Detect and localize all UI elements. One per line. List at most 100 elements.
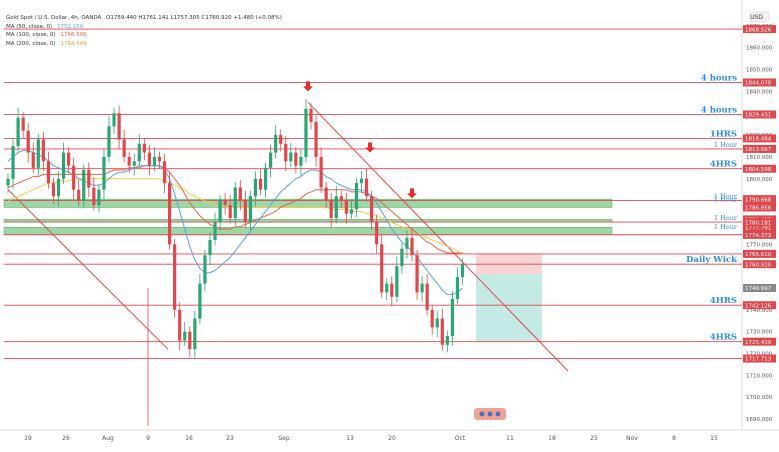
- candle-body: [339, 196, 343, 201]
- candle-body: [370, 196, 374, 223]
- cursor-price-tag-text: 1749.997: [745, 286, 772, 292]
- level-price-tag: 1725.439: [743, 337, 776, 346]
- candle-body: [203, 255, 207, 284]
- candle-body: [395, 266, 399, 297]
- time-tick-label: 15: [710, 435, 718, 442]
- candle-body: [208, 239, 212, 256]
- zone-bottom-price-tag: 1774.373: [743, 230, 776, 239]
- time-tick-label: Sep: [278, 435, 290, 442]
- ma100-label: MA (100, close, 0): [6, 32, 56, 39]
- zone-top-price-tag-text: 1790.668: [745, 197, 772, 203]
- time-axis[interactable]: 19 26 Aug 9 16 23 Sep 13 20 Oct 11 18 25 Nov 8 15: [24, 435, 718, 442]
- candle-body: [334, 196, 338, 219]
- candle-body: [36, 139, 40, 168]
- candle: [248, 190, 252, 231]
- ma100-row[interactable]: MA (100, close, 0) 1766.506: [6, 31, 282, 40]
- level-price-tag: 1804.598: [743, 164, 776, 173]
- replay-icon[interactable]: [474, 408, 506, 420]
- level-price-tag: 1818.484: [743, 134, 776, 143]
- candle: [375, 214, 379, 255]
- candle: [420, 275, 424, 303]
- level-annotation: 4 hours: [701, 73, 737, 83]
- level-price-tag: 1813.667: [743, 144, 776, 153]
- time-tick-label: 16: [185, 435, 193, 442]
- candle-body: [349, 209, 353, 214]
- candle: [269, 144, 273, 178]
- candle-body: [188, 331, 192, 350]
- candle: [370, 190, 374, 231]
- level-price-tag-text: 1742.126: [745, 303, 772, 309]
- candle: [218, 195, 222, 231]
- candles-layer: [6, 99, 465, 426]
- candle-body: [142, 143, 146, 153]
- candle-body: [324, 187, 328, 201]
- candle: [157, 151, 162, 169]
- candle-body: [410, 237, 414, 256]
- price-tick-label: 1730.000: [746, 330, 773, 336]
- candle-body: [314, 121, 318, 157]
- candle: [152, 147, 157, 172]
- zone-top-price-tag-bg: [743, 223, 776, 232]
- candle-body: [122, 139, 126, 157]
- candle: [395, 256, 399, 303]
- price-tick-label: 1800.000: [746, 177, 773, 183]
- candle-body: [152, 156, 157, 166]
- candle: [188, 326, 192, 357]
- candle-body: [258, 178, 263, 190]
- ohlc-values: O1759.440 H1761.141 L1757.305 C1760.920 …: [106, 15, 282, 21]
- candle-body: [430, 309, 434, 328]
- candle: [455, 267, 460, 305]
- ma50-row[interactable]: MA (50, close, 0) 1752.150: [6, 23, 282, 32]
- level-price-tag-text: 1844.078: [745, 81, 772, 87]
- down-arrow-icon: [407, 188, 417, 199]
- candle: [294, 147, 298, 174]
- level-price-tag-bg: [743, 301, 776, 310]
- candle: [162, 153, 167, 193]
- candle-body: [405, 237, 409, 249]
- time-tick-label: 18: [548, 435, 556, 442]
- candle-body: [127, 156, 131, 166]
- candle: [122, 129, 126, 163]
- arrows-layer: [303, 81, 417, 199]
- candle: [435, 310, 439, 338]
- zone-bottom-price-tag-bg: [743, 218, 776, 227]
- candle: [223, 192, 227, 215]
- ma200-label: MA (200, close, 0): [6, 40, 56, 47]
- level-price-tag: 1844.078: [743, 78, 776, 87]
- level-price-tag: 1829.431: [743, 110, 776, 119]
- time-tick-label: 11: [506, 435, 514, 442]
- candle: [405, 230, 409, 259]
- candle-body: [213, 222, 217, 240]
- candle-body: [107, 126, 111, 157]
- candle: [304, 99, 308, 163]
- candle: [289, 142, 293, 167]
- zone-bottom-price-tag-text: 1774.373: [745, 233, 772, 239]
- candle-body: [380, 244, 384, 293]
- level-annotation: 4 hours: [701, 105, 737, 115]
- candle: [390, 275, 394, 307]
- level-annotation: 1 Hour: [714, 214, 738, 222]
- candle: [400, 243, 404, 274]
- candle: [67, 147, 71, 174]
- candle-body: [279, 135, 283, 144]
- candle-body: [223, 200, 227, 205]
- candle: [299, 149, 303, 176]
- level-price-tag: 1868.526: [743, 25, 776, 33]
- candle-body: [263, 167, 268, 190]
- candle-body: [445, 336, 449, 345]
- candle: [11, 138, 15, 189]
- candle-body: [238, 187, 242, 201]
- ma200-row[interactable]: MA (200, close, 0) 1764.649: [6, 40, 282, 49]
- candle-body: [294, 152, 298, 166]
- candle: [107, 116, 111, 163]
- position-layer[interactable]: [476, 253, 542, 342]
- zone-bottom-price-tag-bg: [743, 230, 776, 239]
- candle: [198, 273, 202, 325]
- level-price-tag: 1760.920: [743, 260, 776, 268]
- candle: [97, 184, 101, 213]
- trendlines-layer[interactable]: [7, 101, 569, 372]
- level-price-tag-text: 1765.610: [745, 252, 772, 258]
- candle: [46, 151, 50, 189]
